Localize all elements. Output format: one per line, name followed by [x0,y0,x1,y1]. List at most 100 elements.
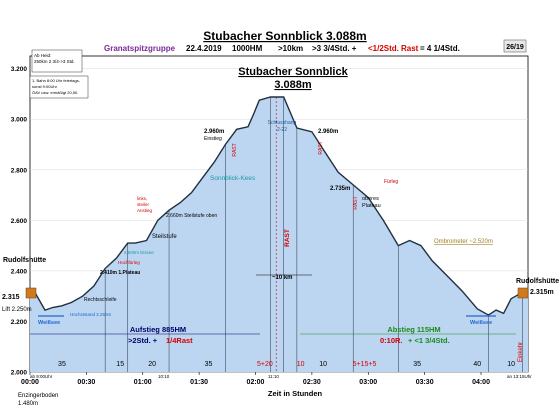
fuerleg-label: Fürleg [384,179,398,185]
x-tick-label: 00:30 [77,379,95,386]
hut-right-name: Rudolfshütte [516,278,559,285]
page-title: Stubacher Sonnblick 3.088m [203,29,366,43]
profile-line [29,96,528,316]
abstieg-line-2b: + <1 3/4Std. [408,336,450,345]
y-tick-label: 2.600 [11,218,28,225]
hochfirleg-label: Hochfürleg [118,260,140,265]
subtitle-rast: Rast [401,44,419,53]
page-badge-box [503,39,527,53]
hut-left-name: Rudolfshütte [3,257,46,264]
segment-duration-label: 5+15+5 [353,361,377,368]
einstieg-left-label: Einstieg [204,136,222,142]
hochststand-label: Höchststand 2.250m [70,312,112,317]
info-line-5: ÖAV usw. ermäßigt 20,50. [32,90,78,95]
y-tick-label: 2.200 [11,319,28,326]
plateau-label: 2.410m 1.Plateau [100,270,140,276]
ombrometer-label: Ombrometer ~2.520m [434,239,493,245]
x-tick-label: 03:00 [359,379,377,386]
footer-start-height: 1.480m [18,401,38,407]
weisssee-left-label: Weißsee [38,320,60,326]
y-axis-ticks: 2.000 2.200 2.400 2.600 2.800 3.000 3.200 [11,66,28,376]
info-box-2 [29,75,89,99]
hut-left-height: 2.315 [2,294,20,301]
footer-start: Enzingerboden [18,393,58,399]
schlusshang-label: Schlusshang [268,120,297,126]
time-1110: 11:10 [268,374,279,379]
summit-name: Stubacher Sonnblick [238,66,348,78]
rast-label-2: RAST [318,141,324,154]
segment-drop-lines [104,96,523,372]
x-tick-label: 01:00 [134,379,152,386]
x-tick-label: 04:00 [472,379,490,386]
segment-duration-label: 40 [473,361,481,368]
info-line-1: Ab Heid: [34,53,51,58]
x-axis-ticks: 00:00 00:30 01:00 01:30 02:00 02:30 03:00 03:30… [21,372,490,386]
obere-plateau-label-2: Plateau [362,203,381,209]
segment-durations: 35 15 20 35 5+20 10 10 5+15+5 35 40 10 [38,274,515,368]
abstieg-line-2a: 0:10R. [380,336,403,345]
segment-duration-label: 35 [205,361,213,368]
weisssee-right-label: Weißsee [470,320,492,326]
info-line-4: sonst 9:00Uhr [32,84,58,89]
x-tick-label: 01:30 [190,379,208,386]
y-tick-label: 2.800 [11,167,28,174]
subtitle-hm: 1000HM [232,44,263,53]
schlusshang-sub: 2-22 [277,127,287,133]
rast-label-3: RAST [353,196,359,209]
x-tick-label: 02:30 [303,379,321,386]
subtitle-total: = 4 1/4Std. [420,44,460,53]
y-tick-label: 3.000 [11,117,28,124]
y-tick-label: 3.200 [11,66,28,73]
segment-duration-label: 5+20 [257,361,273,368]
steilstufe-oben-label: 2.660m Steilstufe oben [166,213,217,219]
einkehr-label: Einkehr [518,342,524,362]
obere-plateau-label: oberes [362,196,379,202]
x-tick-label: 02:00 [247,379,265,386]
links-ansteig-2: steiler [137,202,150,207]
y-tick-label: 2.400 [11,268,28,275]
obere-plateau-height: 2.735m [330,186,350,192]
aufstieg-line-2b: 1/4Rast [166,336,193,345]
info-line-3: 1. Bahn 8:00 Uhr feiertags, [32,78,80,83]
info-box [31,49,83,73]
hut-left-icon [25,287,37,299]
rast-main-label: RAST [284,229,291,247]
aufstieg-line-1: Aufstieg 885HM [130,325,186,334]
links-ansteig-3: Anstieg [137,208,153,213]
links-ansteig-1: links, [137,196,147,201]
rast-label-1: RAST [232,143,238,156]
segment-duration-label: 10 [319,361,327,368]
hut-left-lift: Lift 2.250m [2,307,32,313]
aufstieg-line-2a: >2Std. + [128,336,158,345]
rechtsschleife-label: Rechtsschleife [84,297,117,303]
subtitle-group: Granatspitzgruppe [104,44,176,53]
info-line-2: 250km 2 3/4->3 Std. [34,59,75,64]
segment-duration-label: 20 [148,361,156,368]
hut-right-time: an 13:15Uhr [507,374,532,379]
hut-left-time: ab 9:00Uhr [30,374,53,379]
time-1010: 10:10 [158,374,170,379]
x-tick-label: 00:00 [21,379,39,386]
segment-duration-label: 35 [58,361,66,368]
hut-right-icon [517,287,529,299]
kees-lower-label: 2.500m Eissee [124,250,154,255]
profile-area [30,97,528,372]
annotations: 2.960m Einstieg 2.960m Schlusshang 2-22 … [38,120,493,326]
segment-duration-label: 10 [507,361,515,368]
abstieg-line-1: Abstieg 115HM [387,325,440,334]
segment-duration-label: 35 [413,361,421,368]
subtitle-date: 22.4.2019 [186,44,222,53]
summit-height: 3.088m [274,79,312,91]
hut-right-height: 2.315m [530,289,554,296]
km-label: ~10 km [272,275,293,281]
steilstufe-label: Steilstufe [152,234,177,240]
y-tick-label: 2.000 [11,370,28,377]
x-axis-label: Zeit in Stunden [268,389,323,398]
subtitle-up: >3 3/4Std. + [312,44,357,53]
einstieg-left-height: 2.960m [204,129,224,135]
subtitle-km: >10km [278,44,303,53]
x-tick-label: 03:30 [416,379,434,386]
kees-label: Sonnblick-Kees [210,175,256,182]
page-badge: 26/19 [506,44,524,51]
